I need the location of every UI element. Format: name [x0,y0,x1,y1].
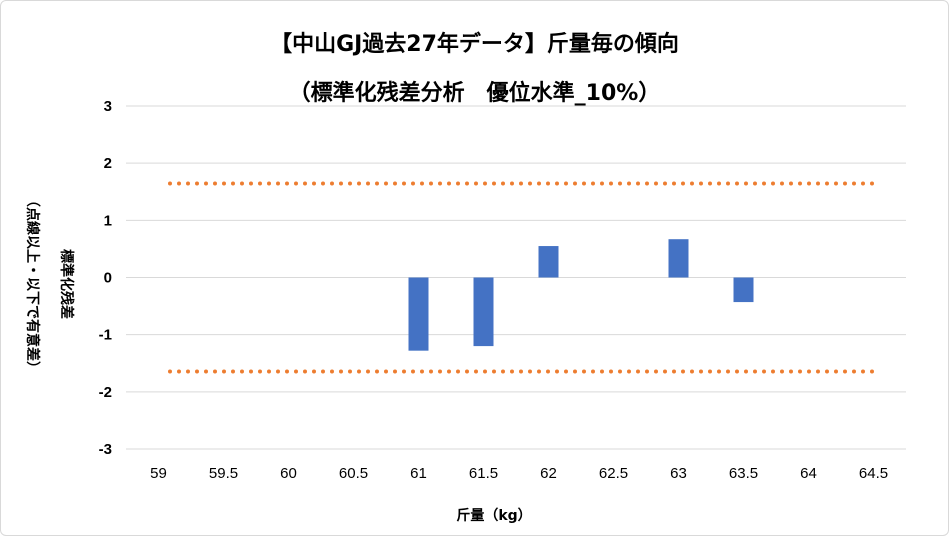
bar [668,239,689,278]
x-axis-title: 斤量（kg） [456,507,531,524]
bar [538,246,559,278]
y-tick-label: -2 [99,384,112,401]
bar [408,277,429,351]
chart-subtitle: （標準化残差分析 優位水準_10%） [288,81,661,106]
bar [733,277,754,303]
y-tick-label: 3 [104,98,112,115]
y-tick-label: 2 [104,155,112,172]
x-tick-label: 61.5 [469,465,498,482]
x-tick-label: 61 [410,465,427,482]
x-tick-label: 60.5 [339,465,368,482]
x-tick-label: 63.5 [729,465,758,482]
x-tick-label: 59 [150,465,167,482]
x-tick-label: 59.5 [209,465,238,482]
chart-title: 【中山GJ過去27年データ】斤量毎の傾向 [270,32,679,57]
x-tick-label: 62.5 [599,465,628,482]
y-tick-label: -3 [99,441,112,458]
gridlines [126,105,906,450]
x-tick-label: 62 [540,465,557,482]
x-tick-labels: 59 59.5 60 60.5 61 61.5 62 62.5 63 63.5 64 64.5 [150,465,888,482]
y-tick-label: 0 [104,270,112,287]
y-tick-label: 1 [104,212,112,229]
x-tick-label: 64 [800,465,817,482]
x-tick-label: 60 [280,465,297,482]
y-tick-labels: 3 2 1 0 -1 -2 -3 [99,98,112,458]
threshold-lines [168,181,878,374]
y-axis-title: 標準化残差 [58,249,75,319]
bar [473,277,494,347]
bars [408,239,754,351]
y-tick-label: -1 [99,327,112,344]
x-tick-label: 63 [670,465,687,482]
x-tick-label: 64.5 [859,465,888,482]
y-axis-title-note: （点線以上・以下で有意差） [24,193,41,375]
